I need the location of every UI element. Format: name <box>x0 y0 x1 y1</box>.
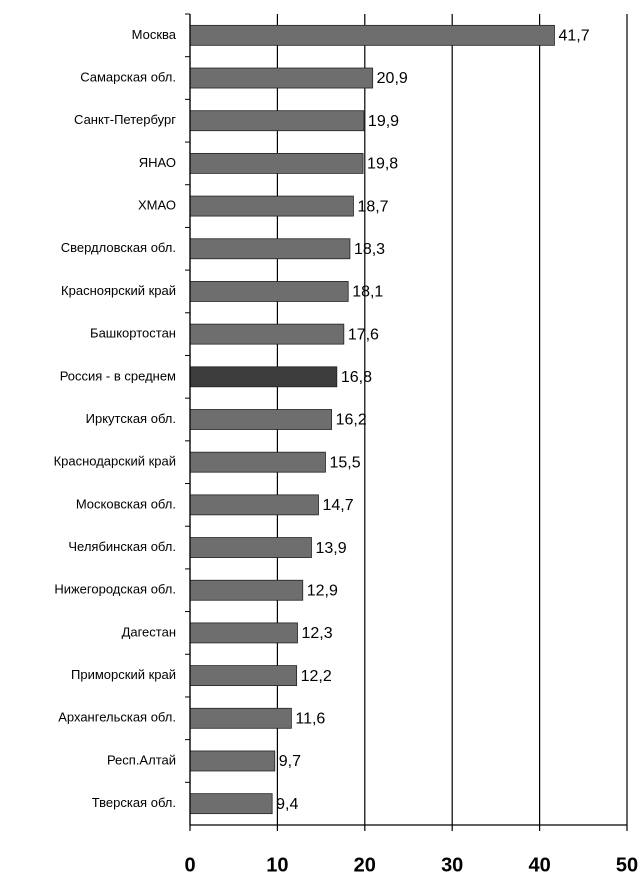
x-tick-label: 10 <box>266 854 288 876</box>
x-tick-label: 40 <box>528 854 550 876</box>
value-label: 18,1 <box>352 284 383 301</box>
value-label: 14,7 <box>322 497 353 514</box>
y-tick-label: Архангельская обл. <box>58 710 176 725</box>
x-tick-label: 0 <box>184 854 195 876</box>
y-tick-label: Башкортостан <box>90 326 176 341</box>
value-label: 9,7 <box>279 753 301 770</box>
bar <box>189 707 292 729</box>
bar <box>189 750 276 772</box>
y-tick-label: Московская обл. <box>76 496 176 511</box>
y-tick-label: Москва <box>132 27 177 42</box>
value-label: 18,3 <box>354 241 385 258</box>
value-label: 18,7 <box>357 198 388 215</box>
bar <box>189 195 354 217</box>
y-tick-label: Россия - в среднем <box>60 368 176 383</box>
value-label: 15,5 <box>329 454 360 471</box>
value-label: 13,9 <box>315 540 346 557</box>
value-label: 11,6 <box>295 711 325 728</box>
value-label: 12,3 <box>302 625 333 642</box>
y-tick-label: Свердловская обл. <box>61 240 176 255</box>
y-tick-label: Челябинская обл. <box>68 539 176 554</box>
bar <box>189 494 319 516</box>
bar <box>189 451 326 473</box>
y-tick-label: Дагестан <box>122 624 176 639</box>
y-tick-label: Самарская обл. <box>80 69 176 84</box>
bar <box>189 323 345 345</box>
value-label: 12,9 <box>307 582 338 599</box>
y-tick-label: Нижегородская обл. <box>54 582 176 597</box>
y-tick-label: Тверская обл. <box>92 795 176 810</box>
x-tick-label: 50 <box>616 854 638 876</box>
value-label: 16,2 <box>336 412 367 429</box>
y-tick-label: Санкт-Петербург <box>74 112 176 127</box>
value-label: 19,8 <box>367 156 398 173</box>
bar <box>189 152 364 174</box>
value-label: 12,2 <box>301 668 332 685</box>
bar <box>189 281 349 302</box>
x-tick-label: 20 <box>354 854 376 876</box>
y-tick-label: Приморский край <box>71 667 176 682</box>
bar <box>189 793 273 815</box>
bar <box>189 622 298 644</box>
bar <box>189 24 555 46</box>
y-tick-label: ХМАО <box>138 198 176 213</box>
value-label: 16,8 <box>341 369 372 386</box>
value-label: 20,9 <box>377 70 408 87</box>
y-tick-label: Краснодарский край <box>54 454 176 469</box>
value-label: 41,7 <box>558 28 589 45</box>
y-tick-label: Респ.Алтай <box>107 752 176 767</box>
value-label: 19,9 <box>368 113 399 130</box>
y-tick-label: ЯНАО <box>139 155 176 170</box>
bar <box>189 238 351 260</box>
bar <box>189 110 365 132</box>
value-label: 9,4 <box>276 796 298 813</box>
bar <box>189 409 332 430</box>
bar <box>189 366 338 388</box>
y-tick-label: Иркутская обл. <box>86 411 176 426</box>
bar <box>189 67 374 89</box>
y-tick-label: Красноярский край <box>61 283 176 298</box>
x-tick-label: 30 <box>441 854 463 876</box>
bar <box>189 579 304 601</box>
bar <box>189 665 298 687</box>
value-label: 17,6 <box>348 326 379 343</box>
bar <box>189 537 312 558</box>
